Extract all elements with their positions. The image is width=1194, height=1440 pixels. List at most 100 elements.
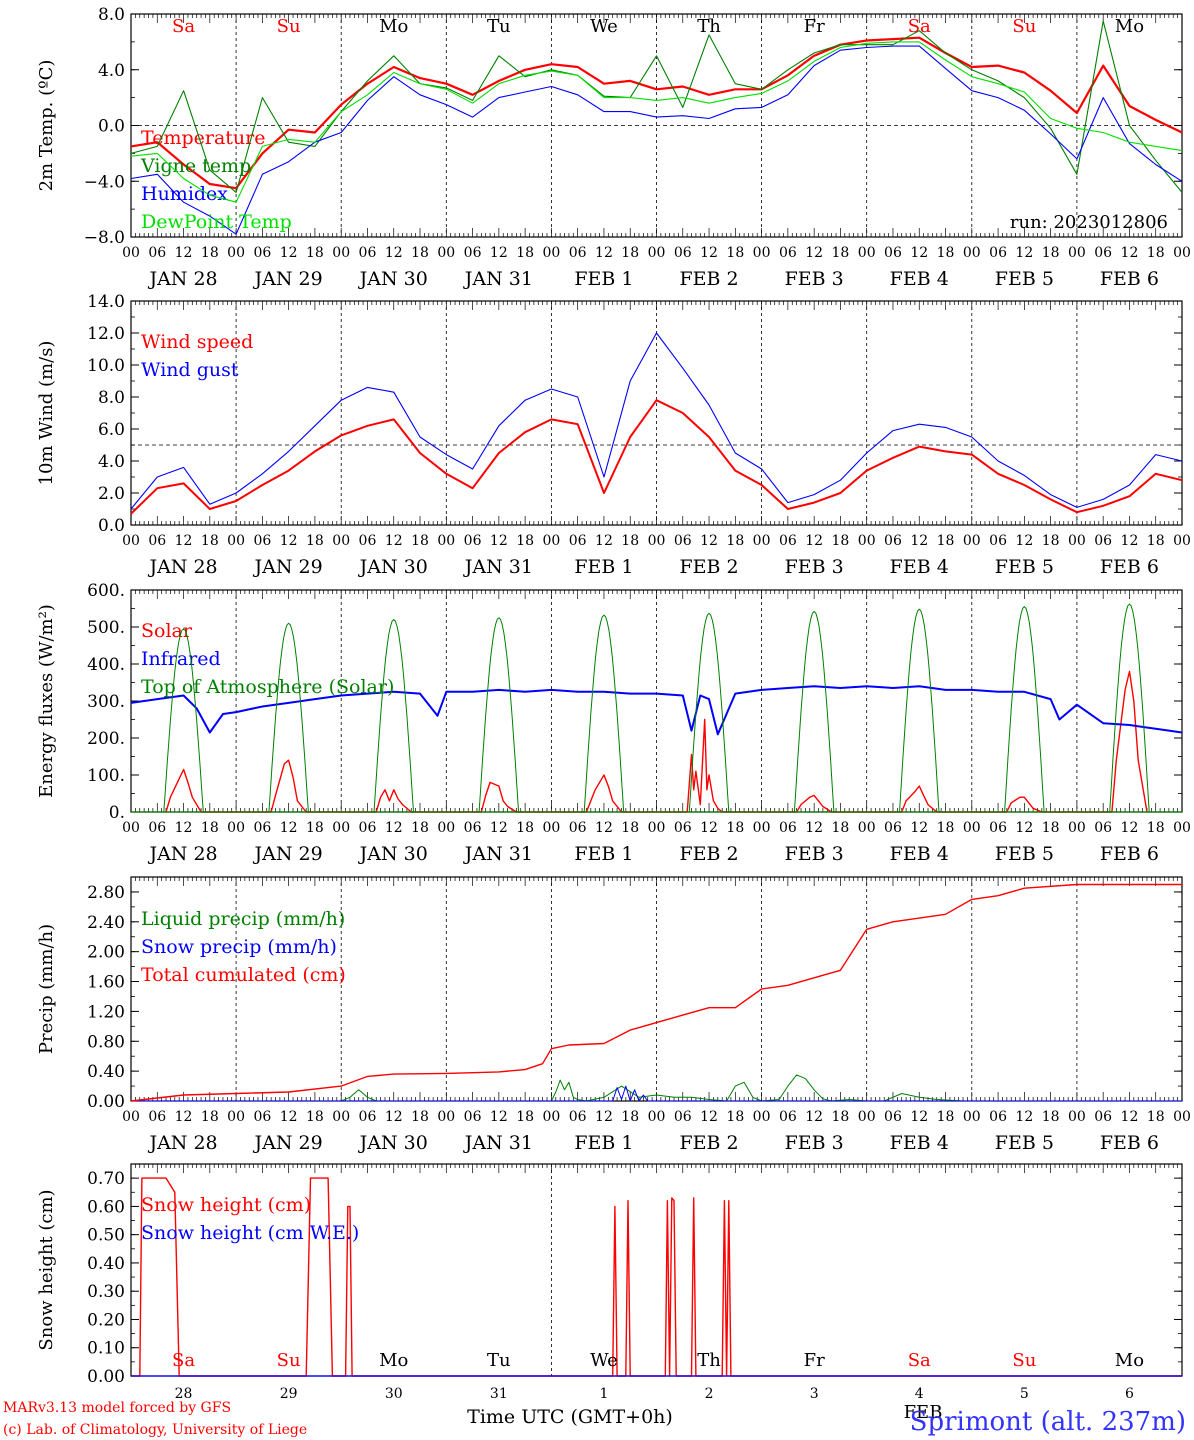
- legend-entry: Temperature: [141, 127, 265, 149]
- hour-tick-label: 18: [832, 533, 850, 549]
- y-tick-label: 8.0: [98, 388, 125, 408]
- y-tick-label: 1.60: [87, 973, 125, 993]
- weekday-label: We: [590, 1350, 618, 1371]
- hour-tick-label: 00: [437, 1109, 455, 1125]
- y-tick-label: 500.: [87, 618, 125, 638]
- hour-tick-label: 06: [148, 1109, 166, 1125]
- hour-tick-label: 00: [227, 245, 245, 261]
- date-label: JAN 31: [463, 1132, 533, 1154]
- day-number-label: 1: [599, 1386, 608, 1402]
- hour-tick-label: 18: [516, 820, 534, 836]
- date-label: FEB 6: [1100, 556, 1159, 578]
- hour-tick-label: 12: [1015, 820, 1033, 836]
- y-tick-label: 0.00: [87, 1367, 125, 1387]
- hour-tick-label: 00: [542, 1109, 560, 1125]
- y-axis-label: Snow height (cm): [36, 1189, 57, 1350]
- hour-tick-label: 12: [1015, 533, 1033, 549]
- hour-tick-label: 00: [437, 533, 455, 549]
- date-label: FEB 2: [679, 268, 738, 290]
- hour-tick-label: 12: [175, 245, 193, 261]
- hour-tick-label: 00: [332, 533, 350, 549]
- hour-tick-label: 18: [516, 1109, 534, 1125]
- y-tick-label: −8.0: [84, 228, 125, 248]
- hour-tick-label: 18: [411, 533, 429, 549]
- date-label: FEB 3: [785, 268, 844, 290]
- hour-tick-label: 18: [1042, 820, 1060, 836]
- date-label: JAN 30: [358, 268, 428, 290]
- series-line-1-0: [130, 399, 1183, 515]
- hour-tick-label: 18: [201, 245, 219, 261]
- y-tick-label: 0.70: [87, 1169, 125, 1189]
- hour-tick-label: 12: [280, 245, 298, 261]
- hour-tick-label: 00: [1173, 820, 1191, 836]
- date-label: FEB 4: [890, 268, 949, 290]
- hour-tick-label: 18: [832, 245, 850, 261]
- hour-tick-label: 00: [122, 820, 140, 836]
- series-line-2-1: [130, 685, 1183, 736]
- y-tick-label: 8.0: [98, 5, 125, 25]
- y-tick-label: 4.0: [98, 61, 125, 81]
- hour-tick-label: 06: [1094, 820, 1112, 836]
- hour-tick-label: 12: [910, 533, 928, 549]
- hour-tick-label: 06: [569, 533, 587, 549]
- hour-tick-label: 06: [989, 1109, 1007, 1125]
- series-line-toa-day-6: [688, 612, 730, 813]
- weekday-label: Mo: [1115, 1350, 1144, 1371]
- hour-tick-label: 12: [910, 1109, 928, 1125]
- hour-tick-label: 06: [253, 1109, 271, 1125]
- y-tick-label: 0.10: [87, 1339, 125, 1359]
- legend-entry: Snow precip (mm/h): [141, 936, 337, 958]
- legend-entry: Wind gust: [141, 359, 239, 381]
- date-label: JAN 29: [253, 1132, 323, 1154]
- date-label: FEB 4: [890, 843, 949, 865]
- series-line-toa-day-2: [268, 622, 309, 813]
- series-line-0-3: [130, 41, 1183, 203]
- y-tick-label: 0.0: [98, 117, 125, 137]
- hour-tick-label: 12: [385, 820, 403, 836]
- hour-tick-label: 00: [1068, 820, 1086, 836]
- hour-tick-label: 00: [542, 533, 560, 549]
- weekday-label: Mo: [1115, 16, 1144, 37]
- hour-tick-label: 18: [726, 820, 744, 836]
- hour-tick-label: 00: [122, 533, 140, 549]
- hour-tick-label: 00: [963, 245, 981, 261]
- series-line-toa-day-3: [373, 618, 414, 813]
- hour-tick-label: 06: [884, 820, 902, 836]
- weekday-label: Fr: [804, 1350, 825, 1371]
- hour-tick-label: 06: [359, 533, 377, 549]
- hour-tick-label: 12: [1015, 245, 1033, 261]
- y-tick-label: 400.: [87, 655, 125, 675]
- hour-tick-label: 12: [595, 1109, 613, 1125]
- y-axis-label: 2m Temp. (ºC): [36, 60, 57, 192]
- hour-tick-label: 00: [963, 820, 981, 836]
- hour-tick-label: 06: [884, 1109, 902, 1125]
- legend-entry: Humidex: [141, 183, 228, 205]
- hour-tick-label: 00: [1068, 533, 1086, 549]
- hour-tick-label: 18: [1147, 1109, 1165, 1125]
- y-tick-label: 2.40: [87, 913, 125, 933]
- hour-tick-label: 00: [963, 1109, 981, 1125]
- hour-tick-label: 12: [490, 245, 508, 261]
- y-tick-label: 0.0: [98, 516, 125, 536]
- hour-tick-label: 00: [1173, 533, 1191, 549]
- date-label: FEB 5: [995, 556, 1054, 578]
- station-label: Sprimont (alt. 237m): [910, 1407, 1186, 1437]
- hour-tick-label: 00: [542, 820, 560, 836]
- y-axis-label: Precip (mm/h): [36, 924, 57, 1054]
- weekday-label: Th: [697, 16, 721, 37]
- hour-tick-label: 12: [1121, 1109, 1139, 1125]
- hour-tick-label: 00: [332, 820, 350, 836]
- date-label: FEB 1: [574, 1132, 633, 1154]
- hour-tick-label: 06: [1094, 533, 1112, 549]
- hour-tick-label: 12: [700, 1109, 718, 1125]
- hour-tick-label: 06: [359, 820, 377, 836]
- y-tick-label: 0.40: [87, 1062, 125, 1082]
- hour-tick-label: 12: [490, 1109, 508, 1125]
- legend-entry: Snow height (cm W.E.): [141, 1222, 359, 1244]
- y-tick-label: 600.: [87, 581, 125, 601]
- hour-tick-label: 06: [359, 1109, 377, 1125]
- hour-tick-label: 12: [700, 820, 718, 836]
- hour-tick-label: 06: [253, 533, 271, 549]
- weekday-label: Tu: [487, 1350, 511, 1371]
- date-label: JAN 31: [463, 556, 533, 578]
